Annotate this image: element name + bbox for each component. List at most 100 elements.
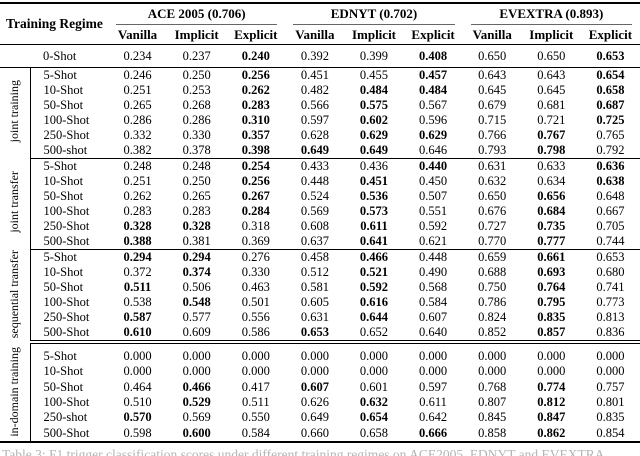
value-cell: 0.795 xyxy=(537,295,566,309)
value-cell: 0.659 xyxy=(478,250,507,264)
value-cell: 0.680 xyxy=(596,265,625,279)
value-cell: 0.650 xyxy=(478,189,507,203)
section-joint-training: joint training 5-Shot 0.246 0.250 0.256 0.451… xyxy=(0,67,640,159)
value-cell: 0.660 xyxy=(300,425,329,440)
value-cell: 0.283 xyxy=(182,204,211,218)
value-cell: 0.774 xyxy=(537,379,566,394)
value-cell: 0.653 xyxy=(596,250,625,264)
value-cell: 0.634 xyxy=(537,174,566,188)
value-cell: 0.506 xyxy=(182,280,211,294)
row-label: 250-Shot xyxy=(43,219,90,233)
group-label: joint transfer xyxy=(0,158,31,250)
table-row: 50-Shot 0.511 0.506 0.463 0.581 0.592 0.568 0.7… xyxy=(0,280,640,295)
value-cell: 0.768 xyxy=(478,379,507,394)
value-cell: 0.798 xyxy=(521,143,581,159)
group-label-text: in-domain training xyxy=(7,347,22,437)
value-cell: 0.000 xyxy=(596,349,625,364)
value-cell: 0.770 xyxy=(462,234,522,250)
value-cell: 0.484 xyxy=(359,83,389,97)
value-cell: 0.455 xyxy=(359,68,389,82)
value-cell: 0.276 xyxy=(241,250,270,264)
sub-header-implicit: Implicit xyxy=(344,25,404,45)
sub-header-vanilla: Vanilla xyxy=(462,25,522,45)
value-cell: 0.381 xyxy=(167,234,227,250)
row-label: 50-Shot xyxy=(43,189,84,203)
value-cell: 0.767 xyxy=(537,128,566,142)
value-cell: 0.310 xyxy=(241,113,270,127)
value-cell: 0.628 xyxy=(300,128,329,142)
value-cell: 0.256 xyxy=(241,68,270,82)
value-cell: 0.382 xyxy=(108,143,168,159)
value-cell: 0.652 xyxy=(344,325,404,344)
corner-header: Training Regime xyxy=(0,3,108,45)
row-label: 10-Shot xyxy=(43,174,84,188)
row-label: 5-Shot xyxy=(43,349,77,364)
value-cell: 0.250 xyxy=(182,174,211,188)
group-label: in-domain training xyxy=(0,342,31,442)
value-cell: 0.294 xyxy=(182,250,211,264)
value-cell: 0.654 xyxy=(596,68,625,82)
value-cell: 0.570 xyxy=(123,410,152,425)
value-cell: 0.807 xyxy=(478,394,507,409)
value-cell: 0.597 xyxy=(300,113,329,127)
value-cell: 0.265 xyxy=(123,98,152,112)
row-label: 10-Shot xyxy=(43,83,84,97)
value-cell: 0.757 xyxy=(596,379,625,394)
value-cell: 0.251 xyxy=(123,174,152,188)
value-cell: 0.786 xyxy=(478,295,507,309)
value-cell: 0.650 xyxy=(521,44,581,68)
value-cell: 0.484 xyxy=(419,83,448,97)
value-cell: 0.661 xyxy=(537,250,566,264)
value-cell: 0.000 xyxy=(537,349,566,364)
value-cell: 0.656 xyxy=(537,189,566,203)
value-cell: 0.650 xyxy=(462,44,522,68)
table-row: sequential transfer 5-Shot 0.294 0.294 0.276… xyxy=(0,249,640,342)
value-cell: 0.378 xyxy=(167,143,227,159)
value-cell: 0.464 xyxy=(123,379,152,394)
value-cell: 0.268 xyxy=(182,98,211,112)
row-label: 250-Shot xyxy=(43,310,90,324)
value-cell: 0.597 xyxy=(419,379,448,394)
table-row: 500-Shot 0.610 0.609 0.586 0.653 0.652 0.640 0.… xyxy=(0,325,640,344)
value-cell: 0.251 xyxy=(123,83,152,97)
value-cell: 0.575 xyxy=(359,98,389,112)
value-cell: 0.507 xyxy=(419,189,448,203)
value-cell: 0.687 xyxy=(596,98,625,112)
value-cell: 0.801 xyxy=(596,394,625,409)
value-cell: 0.000 xyxy=(182,349,211,364)
row-label: 0-Shot xyxy=(30,44,108,68)
value-cell: 0.240 xyxy=(226,44,286,68)
value-cell: 0.294 xyxy=(123,250,152,264)
sub-header-row: Vanilla Implicit Explicit Vanilla Implic… xyxy=(0,25,640,45)
value-cell: 0.584 xyxy=(241,425,270,440)
value-cell: 0.641 xyxy=(344,234,404,250)
value-cell: 0.433 xyxy=(300,159,329,173)
value-cell: 0.466 xyxy=(359,250,389,264)
value-cell: 0.267 xyxy=(241,189,270,203)
row-label: 5-Shot xyxy=(43,159,77,173)
value-cell: 0.610 xyxy=(108,325,168,344)
value-cell: 0.658 xyxy=(359,425,389,440)
value-cell: 0.777 xyxy=(521,234,581,250)
value-cell: 0.237 xyxy=(167,44,227,68)
column-group-ednyt: EDNYT (0.702) xyxy=(285,3,462,25)
table-row: 250-Shot 0.328 0.328 0.318 0.608 0.611 0.592 0.… xyxy=(0,219,640,234)
value-cell: 0.548 xyxy=(182,295,211,309)
value-cell: 0.611 xyxy=(360,219,388,233)
value-cell: 0.824 xyxy=(478,310,507,324)
section-joint-transfer: joint transfer 5-Shot 0.248 0.248 0.254 0.433… xyxy=(0,158,640,250)
row-label: 500-Shot xyxy=(30,325,108,344)
value-cell: 0.286 xyxy=(182,113,211,127)
group-label: sequential transfer xyxy=(0,249,31,342)
value-cell: 0.705 xyxy=(596,219,625,233)
group-label-text: joint training xyxy=(7,80,22,143)
row-label: 10-Shot xyxy=(43,364,84,379)
value-cell: 0.512 xyxy=(300,265,329,279)
row-label: 100-Shot xyxy=(43,394,90,409)
value-cell: 0.248 xyxy=(123,159,152,173)
value-cell: 0.598 xyxy=(123,425,152,440)
value-cell: 0.511 xyxy=(123,280,152,294)
row-label: 100-Shot xyxy=(43,204,90,218)
value-cell: 0.448 xyxy=(300,174,329,188)
